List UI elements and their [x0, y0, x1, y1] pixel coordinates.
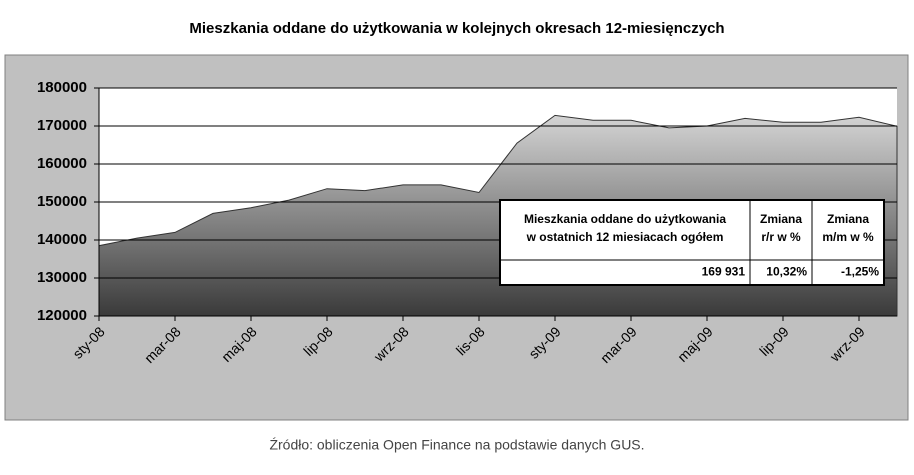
y-tick-label: 120000 [37, 307, 87, 324]
source-note: Źródło: obliczenia Open Finance na podst… [269, 437, 644, 453]
info-table [499, 199, 885, 286]
y-tick-label: 170000 [37, 117, 87, 134]
y-tick-label: 160000 [37, 155, 87, 172]
table-header: Mieszkania oddane do użytkowania w ostatn… [524, 212, 726, 244]
y-tick-label: 150000 [37, 193, 87, 210]
y-tick-label: 130000 [37, 269, 87, 286]
table-cell: 10,32% [766, 265, 807, 279]
table-header: Zmiana m/m w % [822, 212, 874, 244]
table-cell: 169 931 [702, 265, 746, 279]
y-tick-label: 140000 [37, 231, 87, 248]
chart-title: Mieszkania oddane do użytkowania w kolej… [189, 20, 724, 37]
table-header: Zmiana r/r w % [760, 212, 802, 244]
table-cell: -1,25% [841, 265, 879, 279]
y-tick-label: 180000 [37, 79, 87, 96]
